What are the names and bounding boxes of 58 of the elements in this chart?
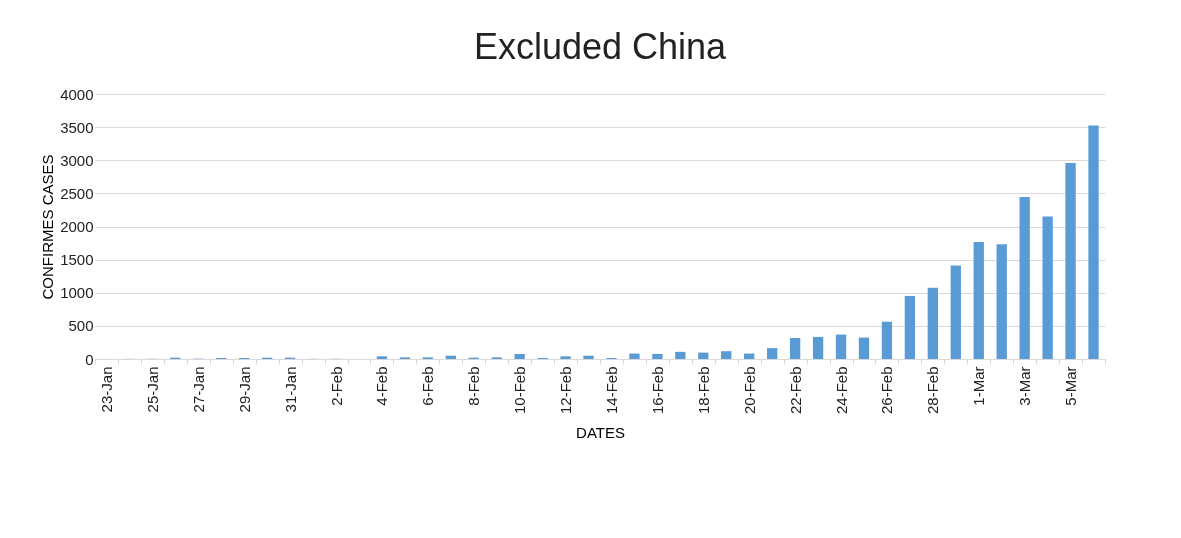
x-tick-label: 20-Feb (740, 366, 758, 415)
bar (858, 337, 870, 359)
x-tick-label: 8-Feb (465, 366, 483, 406)
x-tick-label: 23-Jan (97, 366, 115, 413)
x-tick-label: 31-Jan (281, 366, 299, 413)
bar (835, 334, 847, 359)
bar (629, 353, 640, 359)
bar (789, 338, 801, 359)
x-axis-title: DATES (576, 424, 625, 442)
bar (973, 242, 984, 359)
bar (812, 336, 824, 359)
y-tick-label: 3000 (60, 151, 94, 169)
x-tick-label: 10-Feb (511, 366, 529, 415)
bar (560, 356, 571, 359)
chart-title: Excluded China (473, 26, 728, 67)
x-tick-label: 3-Mar (1016, 366, 1034, 406)
x-tick-label: 18-Feb (694, 366, 712, 415)
bar (376, 356, 388, 359)
y-tick-label: 3500 (60, 118, 94, 136)
bar (996, 244, 1007, 359)
x-tick-label: 6-Feb (419, 366, 437, 406)
bar (881, 321, 893, 359)
y-tick-label: 2500 (60, 184, 94, 202)
x-tick-label: 12-Feb (557, 366, 575, 415)
x-tick-label: 1-Mar (970, 366, 988, 406)
x-tick-label: 24-Feb (832, 366, 850, 415)
x-tick-label: 29-Jan (235, 366, 253, 413)
y-tick-label: 4000 (60, 85, 94, 103)
y-axis-title: CONFIRMES CASES (39, 154, 57, 300)
y-tick-label: 2000 (60, 218, 94, 235)
bar (698, 352, 709, 359)
bar (652, 353, 663, 359)
bar (766, 348, 778, 359)
x-tick-label: 16-Feb (648, 366, 666, 415)
y-tick-label: 1000 (60, 284, 94, 302)
bar (675, 351, 686, 359)
bar (583, 355, 594, 359)
x-tick-label: 26-Feb (878, 366, 896, 415)
bar (1042, 216, 1053, 359)
x-tick-label: 5-Mar (1062, 366, 1080, 406)
bar (514, 354, 525, 359)
bar (721, 351, 732, 359)
y-tick-label: 500 (68, 317, 94, 335)
x-tick-label: 28-Feb (924, 366, 942, 415)
bar (904, 295, 916, 359)
y-tick-label: 1500 (60, 251, 94, 269)
x-tick-label: 22-Feb (786, 366, 804, 415)
x-tick-label: 27-Jan (189, 366, 207, 413)
bar (1065, 162, 1076, 359)
x-tick-label: 4-Feb (373, 366, 391, 406)
bar (927, 287, 939, 359)
bar (950, 265, 961, 359)
bar (1088, 125, 1099, 359)
x-tick-label: 2-Feb (327, 366, 345, 406)
bar (1019, 196, 1030, 359)
x-tick-label: 25-Jan (143, 366, 161, 413)
x-tick-label: 14-Feb (602, 366, 620, 415)
y-tick-label: 0 (85, 350, 94, 368)
